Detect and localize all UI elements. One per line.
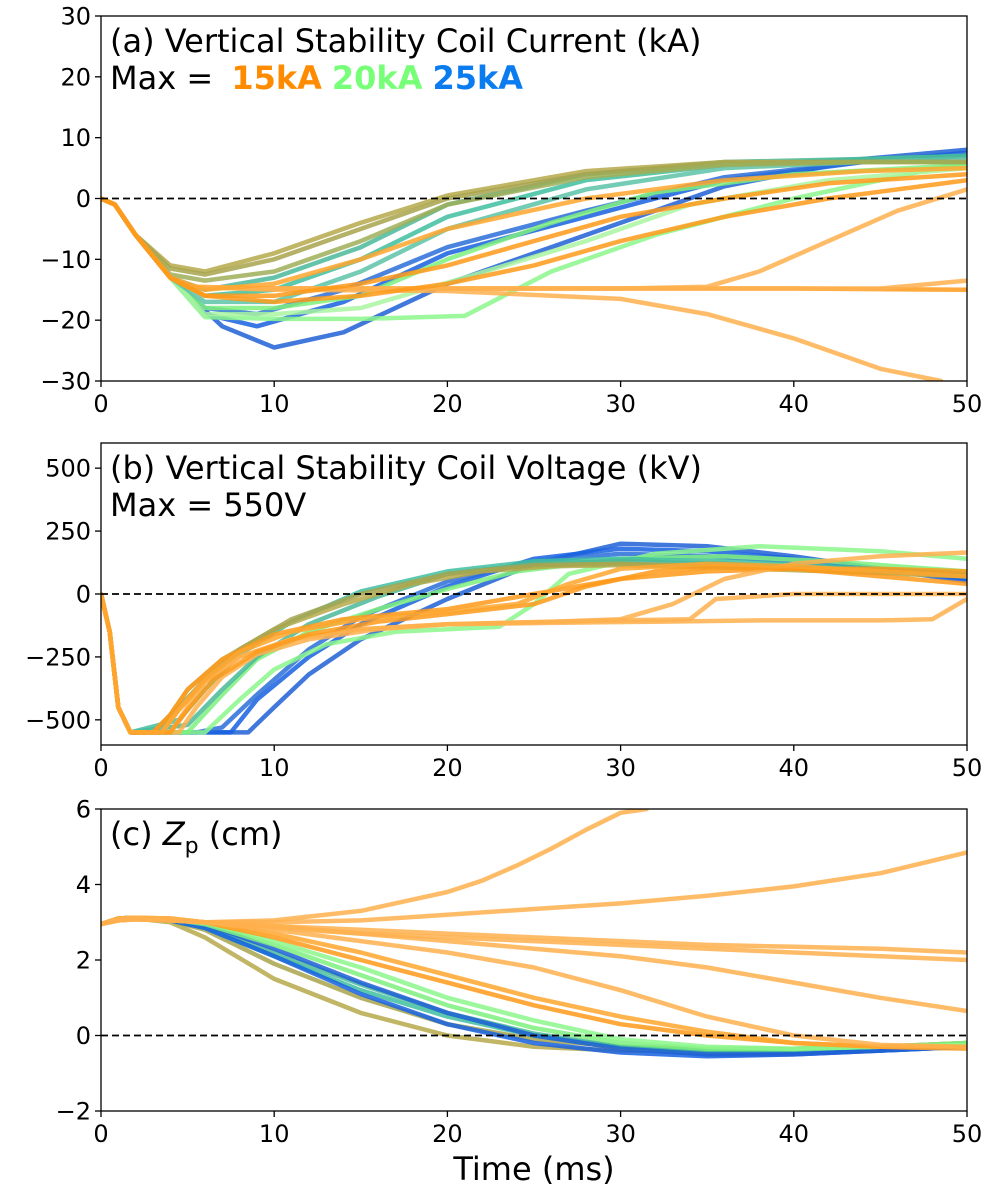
max-prefix: Max = — [110, 59, 223, 97]
x-tick-label: 40 — [779, 754, 810, 782]
series-line-15kA-3 — [101, 591, 967, 735]
x-tick-label: 20 — [432, 1120, 463, 1148]
y-tick-label: −20 — [40, 307, 91, 335]
y-tick-label: 500 — [45, 455, 91, 483]
max-value-20kA: 20kA — [332, 59, 423, 97]
y-tick-label: −30 — [40, 368, 91, 396]
y-tick-label: 250 — [45, 518, 91, 546]
series-group — [101, 541, 967, 735]
x-tick-label: 20 — [432, 390, 463, 418]
panel-title: (c) Zp (cm) — [110, 815, 283, 859]
series-group — [101, 809, 967, 1059]
panel-title: (a) Vertical Stability Coil Current (kA) — [110, 22, 701, 60]
y-tick-label: 20 — [60, 63, 91, 91]
series-line-15kA-6 — [101, 850, 967, 927]
y-tick-label: 6 — [76, 796, 91, 824]
series-group — [101, 147, 967, 381]
y-tick-label: −10 — [40, 246, 91, 274]
x-tick-label: 40 — [779, 1120, 810, 1148]
panel-title: (b) Vertical Stability Coil Voltage (kV) — [110, 449, 702, 487]
y-tick-label: 0 — [76, 581, 91, 609]
panel-b: 0 10 20 30 40 50 −500 −250 0 250 500 (b) Vertical S… — [25, 442, 983, 782]
y-tick-label: 10 — [60, 124, 91, 152]
x-tick-label: 0 — [93, 754, 108, 782]
panel-title-subscript: p — [185, 834, 199, 859]
x-tick-label: 10 — [259, 754, 290, 782]
x-tick-label: 30 — [605, 390, 636, 418]
panel-title-prefix: (c) — [110, 815, 163, 853]
x-tick-label: 30 — [605, 1120, 636, 1148]
panel-a: 0 10 20 30 40 50 −30 −20 −10 0 10 20 30 (a) Vertical … — [40, 3, 982, 419]
x-tick-label: 40 — [779, 390, 810, 418]
y-tick-label: −500 — [25, 706, 91, 734]
y-tick-label: 30 — [60, 3, 91, 31]
y-tick-label: −2 — [56, 1098, 91, 1126]
x-tick-label: 10 — [259, 1120, 290, 1148]
x-axis-label: Time (ms) — [452, 1150, 614, 1188]
max-value-25kA: 25kA — [432, 59, 523, 97]
x-tick-label: 50 — [952, 754, 983, 782]
max-value-15kA: 15kA — [231, 59, 322, 97]
x-tick-label: 0 — [93, 1120, 108, 1148]
y-tick-label: 2 — [76, 947, 91, 975]
max-annotation: Max = 15kA 20kA 25kA — [110, 59, 523, 97]
panel-title-unit: (cm) — [199, 815, 283, 853]
axes-frame — [100, 808, 968, 1112]
y-tick-label: 4 — [76, 871, 91, 899]
y-tick-label: −250 — [25, 643, 91, 671]
x-tick-label: 20 — [432, 754, 463, 782]
max-annotation: Max = 550V — [110, 486, 306, 524]
panel-title-variable: Z — [162, 815, 186, 853]
x-tick-label: 50 — [952, 390, 983, 418]
y-tick-label: 0 — [76, 1022, 91, 1050]
series-line-15kA-7 — [101, 177, 967, 305]
x-tick-label: 0 — [93, 390, 108, 418]
x-tick-label: 50 — [952, 1120, 983, 1148]
series-line-15kA-8 — [101, 916, 967, 963]
x-tick-label: 30 — [605, 754, 636, 782]
x-tick-label: 10 — [259, 390, 290, 418]
y-tick-label: 0 — [76, 185, 91, 213]
series-line-15kA-6 — [101, 561, 967, 735]
